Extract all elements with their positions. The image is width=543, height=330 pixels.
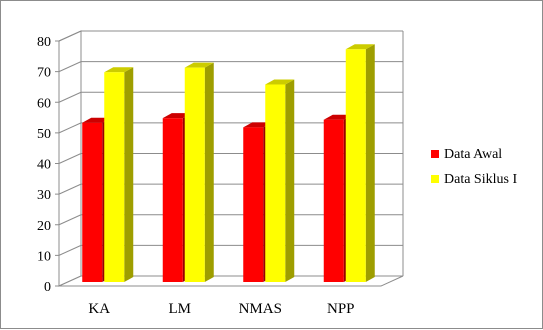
- x-axis-category-labels: KA LM NMAS NPP: [88, 301, 354, 317]
- gridline-side: [58, 30, 82, 42]
- bar-front: [345, 49, 366, 282]
- bar-top: [243, 122, 273, 128]
- y-tick-label: 20: [37, 219, 51, 234]
- bar-top: [323, 114, 353, 120]
- bar-front: [323, 119, 344, 282]
- bar-front: [265, 84, 286, 282]
- bar-data-siklus-i-ka: [104, 67, 134, 282]
- gridline-side: [58, 244, 82, 256]
- bar-side: [204, 62, 214, 282]
- y-tick-label: 0: [44, 280, 51, 295]
- x-category-label: NMAS: [239, 301, 282, 317]
- legend: Data Awal Data Siklus I: [431, 147, 517, 187]
- bar-top: [162, 113, 192, 119]
- bar-side: [365, 44, 375, 282]
- bar-top: [184, 62, 214, 68]
- gridline-side: [58, 122, 82, 134]
- gridline-side: [58, 214, 82, 226]
- bar-side: [285, 79, 295, 282]
- y-tick-label: 80: [37, 35, 51, 50]
- gridline-side: [58, 153, 82, 164]
- legend-label: Data Siklus I: [444, 172, 517, 187]
- bar-top: [345, 44, 375, 50]
- y-tick-label: 30: [37, 188, 51, 203]
- y-tick-label: 40: [37, 158, 51, 173]
- bar-front: [104, 72, 125, 282]
- x-category-label: NPP: [327, 301, 355, 317]
- bar-front: [162, 118, 183, 282]
- legend-swatch: [431, 175, 439, 183]
- y-tick-label: 60: [37, 96, 51, 111]
- y-tick-label: 70: [37, 66, 51, 81]
- bar-top: [265, 79, 295, 85]
- legend-label: Data Awal: [444, 147, 502, 162]
- y-tick-label: 50: [37, 127, 51, 142]
- x-category-label: KA: [88, 301, 110, 317]
- bar-data-siklus-i-nmas: [265, 79, 295, 282]
- x-category-label: LM: [169, 301, 192, 317]
- bar-top: [104, 67, 134, 73]
- bar-data-siklus-i-npp: [345, 44, 375, 282]
- gridline-side: [58, 91, 82, 103]
- bar-side: [124, 67, 134, 282]
- bars: [82, 44, 375, 282]
- y-tick-label: 10: [37, 249, 51, 264]
- gridline-side: [58, 61, 82, 73]
- bar-front: [82, 122, 103, 282]
- bar-front: [184, 67, 205, 282]
- gridline-side: [58, 183, 82, 195]
- bar-top: [82, 117, 112, 123]
- bar-front: [243, 127, 264, 282]
- y-axis-tick-labels: 0 10 20 30 40 50 60 70 80: [37, 35, 51, 295]
- legend-swatch: [431, 150, 439, 158]
- bar-data-siklus-i-lm: [184, 62, 214, 282]
